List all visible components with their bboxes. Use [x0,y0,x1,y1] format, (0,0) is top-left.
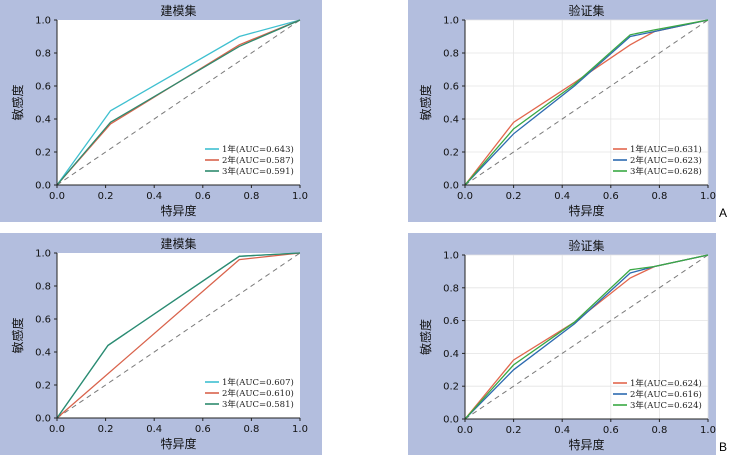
y-tick-label: 0.0 [443,415,459,426]
y-tick-label: 0.0 [35,414,51,425]
x-tick-label: 0.0 [457,191,473,202]
legend-label-1: 1年(AUC=0.643) [222,144,294,155]
x-tick-label: 0.4 [146,191,162,202]
chart-svg: 0.0 0.2 0.4 0.6 0.8 1.0 0.0 0.2 0.4 0.6 0.8 1.0 验证集特… [418,3,716,218]
x-tick-label: 0.2 [98,424,114,435]
panel-tag-b: B [719,440,728,454]
legend-label-2: 2年(AUC=0.587) [222,155,294,166]
y-tick-label: 0.6 [35,315,51,326]
x-tick-label: 0.8 [243,424,259,435]
legend-label-1: 1年(AUC=0.607) [222,377,294,388]
legend-label-3: 3年(AUC=0.624) [630,400,702,411]
series-line-3 [464,19,709,186]
x-tick-label: 0.4 [146,424,162,435]
panel-tag-a: A [719,206,728,220]
chart-title: 验证集 [568,238,604,253]
x-axis-label: 特异度 [160,203,196,218]
y-axis-label: 敏感度 [10,317,25,353]
chart-title: 建模集 [160,3,196,18]
y-tick-label: 0.6 [443,316,459,327]
legend-label-2: 2年(AUC=0.610) [222,388,294,399]
x-tick-label: 1.0 [700,191,716,202]
chart-svg: 0.0 0.2 0.4 0.6 0.8 1.0 0.0 0.2 0.4 0.6 0.8 1.0 验证集特… [418,238,716,452]
y-axis-label: 敏感度 [418,84,433,120]
x-axis-label: 特异度 [160,436,196,451]
series-line-2 [464,19,709,186]
y-tick-label: 0.2 [443,382,459,393]
x-tick-label: 0.2 [506,425,522,436]
chart-panel-bottom-right: 0.0 0.2 0.4 0.6 0.8 1.0 0.0 0.2 0.4 0.6 0.8 1.0 验证集特… [408,233,716,455]
x-tick-label: 1.0 [700,425,716,436]
x-tick-label: 0.8 [651,191,667,202]
x-axis-label: 特异度 [568,437,604,452]
y-tick-label: 1.0 [35,16,51,27]
x-tick-label: 0.2 [506,191,522,202]
x-tick-label: 0.4 [554,425,570,436]
chart-title: 建模集 [160,236,196,251]
legend-label-2: 2年(AUC=0.616) [630,389,702,400]
y-tick-label: 0.4 [35,115,51,126]
chart-panel-top-right: 0.0 0.2 0.4 0.6 0.8 1.0 0.0 0.2 0.4 0.6 0.8 1.0 验证集特… [408,0,716,222]
legend-label-1: 1年(AUC=0.631) [630,144,702,155]
chart-svg: 0.0 0.2 0.4 0.6 0.8 1.0 0.0 0.2 0.4 0.6 0.8 1.0 建模集特… [10,236,308,451]
x-tick-label: 0.0 [49,424,65,435]
x-tick-label: 0.8 [651,425,667,436]
y-tick-label: 0.0 [443,181,459,192]
x-tick-label: 0.0 [457,425,473,436]
series-line-1 [56,19,301,186]
series-line-3 [464,254,709,420]
y-tick-label: 0.0 [35,181,51,192]
legend-label-3: 3年(AUC=0.581) [222,399,294,410]
x-axis-label: 特异度 [568,203,604,218]
x-tick-label: 0.6 [603,191,619,202]
series-line-3 [56,252,301,419]
y-tick-label: 0.2 [35,148,51,159]
chart-panel-top-left: 0.0 0.2 0.4 0.6 0.8 1.0 0.0 0.2 0.4 0.6 0.8 1.0 建模集特… [0,0,322,222]
series-line-3 [56,19,301,186]
y-tick-label: 0.8 [35,49,51,60]
y-tick-label: 0.6 [443,82,459,93]
y-tick-label: 0.2 [443,148,459,159]
y-axis-label: 敏感度 [10,84,25,120]
x-tick-label: 1.0 [292,191,308,202]
legend-label-2: 2年(AUC=0.623) [630,155,702,166]
y-tick-label: 0.2 [35,381,51,392]
y-tick-label: 1.0 [443,16,459,27]
y-tick-label: 0.4 [443,349,459,360]
series-line-2 [56,252,301,419]
reference-diagonal [464,254,709,420]
chart-panel-bottom-left: 0.0 0.2 0.4 0.6 0.8 1.0 0.0 0.2 0.4 0.6 0.8 1.0 建模集特… [0,233,322,455]
y-tick-label: 1.0 [443,251,459,262]
reference-diagonal [464,19,709,186]
x-tick-label: 0.4 [554,191,570,202]
y-tick-label: 0.8 [35,282,51,293]
x-tick-label: 0.8 [243,191,259,202]
y-tick-label: 0.4 [35,348,51,359]
x-tick-label: 1.0 [292,424,308,435]
reference-diagonal [56,252,301,419]
chart-title: 验证集 [568,3,604,18]
y-tick-label: 1.0 [35,249,51,260]
chart-svg: 0.0 0.2 0.4 0.6 0.8 1.0 0.0 0.2 0.4 0.6 0.8 1.0 建模集特… [10,3,308,218]
x-tick-label: 0.2 [98,191,114,202]
x-tick-label: 0.6 [195,191,211,202]
legend-label-3: 3年(AUC=0.591) [222,166,294,177]
y-axis-label: 敏感度 [418,319,433,355]
legend-label-1: 1年(AUC=0.624) [630,378,702,389]
y-tick-label: 0.8 [443,283,459,294]
x-tick-label: 0.6 [603,425,619,436]
reference-diagonal [56,19,301,186]
y-tick-label: 0.8 [443,49,459,60]
y-tick-label: 0.4 [443,115,459,126]
x-tick-label: 0.0 [49,191,65,202]
legend-label-3: 3年(AUC=0.628) [630,166,702,177]
x-tick-label: 0.6 [195,424,211,435]
y-tick-label: 0.6 [35,82,51,93]
